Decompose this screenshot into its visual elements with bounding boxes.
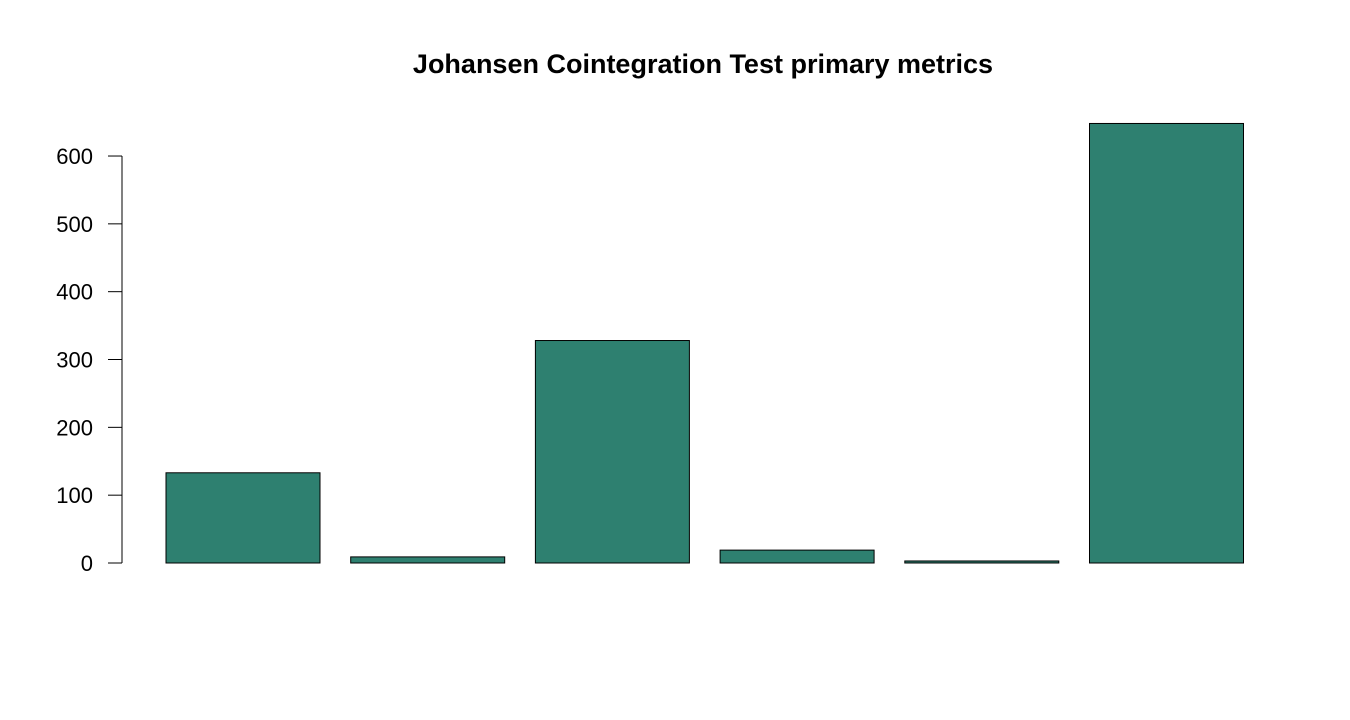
chart-title: Johansen Cointegration Test primary metr… <box>413 49 993 79</box>
y-tick-label: 0 <box>81 551 93 576</box>
y-tick-label: 300 <box>56 348 93 373</box>
bar <box>1089 122 1244 564</box>
bar <box>534 340 690 564</box>
bar <box>165 472 321 564</box>
bar <box>350 556 506 564</box>
y-tick-label: 200 <box>56 415 93 440</box>
bar <box>904 560 1060 564</box>
y-tick-label: 500 <box>56 212 93 237</box>
y-tick-label: 400 <box>56 280 93 305</box>
y-axis: 0 100 200 300 400 500 600 <box>56 144 123 576</box>
y-tick-label: 600 <box>56 144 93 169</box>
y-tick-label: 100 <box>56 483 93 508</box>
bar <box>719 549 875 564</box>
bars <box>165 122 1244 564</box>
